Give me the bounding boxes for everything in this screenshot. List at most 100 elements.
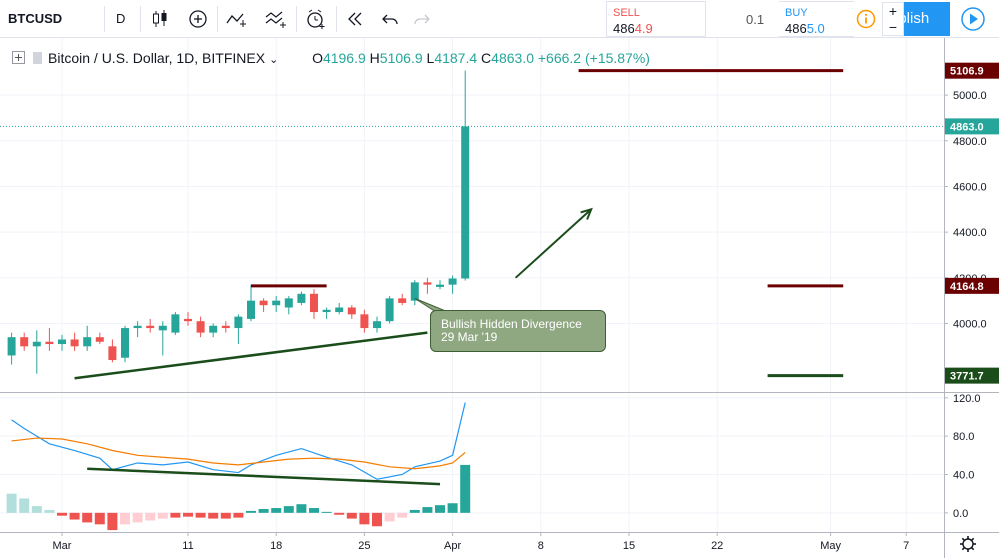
candle-body[interactable] [398, 298, 407, 303]
histogram-bar[interactable] [435, 505, 445, 513]
candle-body[interactable] [209, 325, 218, 333]
histogram-bar[interactable] [422, 507, 433, 513]
histogram-bar[interactable] [246, 510, 256, 513]
candle-body[interactable] [436, 284, 444, 287]
sell-button[interactable]: SELL 4864.9 [606, 1, 706, 37]
histogram-bar[interactable] [170, 512, 181, 518]
histogram-bar[interactable] [384, 512, 395, 522]
candle-body[interactable] [184, 318, 192, 322]
candle-body[interactable] [335, 307, 344, 313]
play-icon[interactable] [958, 4, 988, 34]
histogram-bar[interactable] [208, 512, 219, 519]
candle-body[interactable] [58, 339, 66, 345]
candle-body[interactable] [121, 328, 129, 358]
candle-body[interactable] [310, 293, 318, 313]
histogram-bar[interactable] [283, 506, 294, 513]
candle-body[interactable] [83, 337, 92, 347]
alert-icon[interactable] [303, 7, 329, 31]
candle-body[interactable] [272, 300, 281, 306]
histogram-bar[interactable] [258, 508, 269, 513]
histogram-bar[interactable] [397, 512, 408, 518]
histogram-bar[interactable] [57, 512, 67, 516]
candle-body[interactable] [7, 337, 16, 356]
candle-body[interactable] [259, 300, 268, 306]
symbol-search[interactable]: BTCUSD [8, 11, 63, 26]
histogram-bar[interactable] [334, 512, 345, 515]
histogram-bar[interactable] [346, 512, 357, 519]
divergence-callout[interactable]: Bullish Hidden Divergence 29 Mar '19 [430, 310, 606, 352]
candle-body[interactable] [171, 314, 180, 333]
support-trend-line[interactable] [74, 331, 428, 380]
candles-icon[interactable] [147, 7, 173, 31]
candle-body[interactable] [347, 307, 356, 315]
indicator-line-slow[interactable] [11, 437, 466, 470]
candle-body[interactable] [70, 339, 79, 347]
candle-body[interactable] [158, 325, 167, 331]
candle-body[interactable] [410, 282, 419, 301]
histogram-bar[interactable] [309, 508, 319, 513]
drawing-icon[interactable] [224, 7, 250, 31]
candle-body[interactable] [146, 325, 155, 329]
histogram-bar[interactable] [220, 512, 231, 519]
histogram-bar[interactable] [69, 512, 80, 520]
divergence-trend-line[interactable] [87, 467, 441, 486]
candle-body[interactable] [385, 298, 394, 322]
histogram-bar[interactable] [120, 512, 130, 525]
histogram-bar[interactable] [460, 464, 471, 513]
indicator-line-fast[interactable] [11, 402, 466, 480]
histogram-bar[interactable] [157, 512, 168, 519]
compare-icon[interactable] [263, 7, 289, 31]
histogram-bar[interactable] [19, 498, 30, 513]
histogram-bar[interactable] [145, 512, 156, 521]
candle-body[interactable] [45, 341, 54, 345]
histogram-bar[interactable] [321, 511, 332, 513]
histogram-bar[interactable] [233, 512, 244, 518]
bullish-arrow-line[interactable] [514, 208, 592, 279]
candle-body[interactable] [133, 325, 142, 329]
replay-icon[interactable] [343, 7, 369, 31]
histogram-bar[interactable] [132, 512, 143, 523]
toolbar-divider [140, 6, 141, 32]
histogram-bar[interactable] [195, 512, 206, 518]
add-indicator-icon[interactable] [185, 7, 211, 31]
candle-body[interactable] [196, 321, 205, 333]
candle-body[interactable] [297, 293, 306, 303]
undo-icon[interactable] [378, 7, 404, 31]
candle-body[interactable] [360, 314, 369, 329]
interval-button[interactable]: D [116, 11, 126, 26]
chevron-down-icon[interactable]: ⌄ [269, 54, 279, 66]
candle-body[interactable] [221, 325, 230, 329]
histogram-bar[interactable] [31, 506, 42, 513]
histogram-bar[interactable] [183, 512, 193, 517]
buy-button[interactable]: BUY 4865.0 [779, 1, 854, 37]
candle-body[interactable] [461, 126, 470, 279]
settings-gear-icon[interactable] [960, 536, 976, 552]
candle-body[interactable] [32, 341, 41, 347]
histogram-bar[interactable] [372, 512, 382, 527]
candle-body[interactable] [448, 278, 457, 285]
histogram-bar[interactable] [44, 509, 55, 513]
candle-body[interactable] [20, 337, 29, 347]
candle-body[interactable] [95, 337, 104, 342]
histogram-bar[interactable] [296, 504, 307, 513]
candle-body[interactable] [108, 346, 117, 361]
expand-icon[interactable] [12, 51, 25, 64]
zoom-in-button[interactable]: + [888, 3, 898, 19]
info-icon[interactable] [856, 9, 876, 29]
candle-body[interactable] [322, 309, 331, 313]
candle-body[interactable] [373, 321, 381, 329]
candle-body[interactable] [284, 298, 293, 308]
histogram-bar[interactable] [82, 512, 93, 523]
candle-body[interactable] [247, 300, 255, 319]
histogram-bar[interactable] [359, 512, 370, 525]
histogram-bar[interactable] [107, 512, 118, 531]
histogram-bar[interactable] [447, 503, 458, 513]
histogram-bar[interactable] [94, 512, 105, 525]
candle-body[interactable] [234, 316, 243, 329]
candle-body[interactable] [423, 282, 432, 285]
histogram-bar[interactable] [6, 493, 17, 513]
zoom-out-button[interactable]: − [888, 19, 898, 35]
histogram-bar[interactable] [409, 509, 420, 513]
histogram-bar[interactable] [271, 508, 282, 513]
